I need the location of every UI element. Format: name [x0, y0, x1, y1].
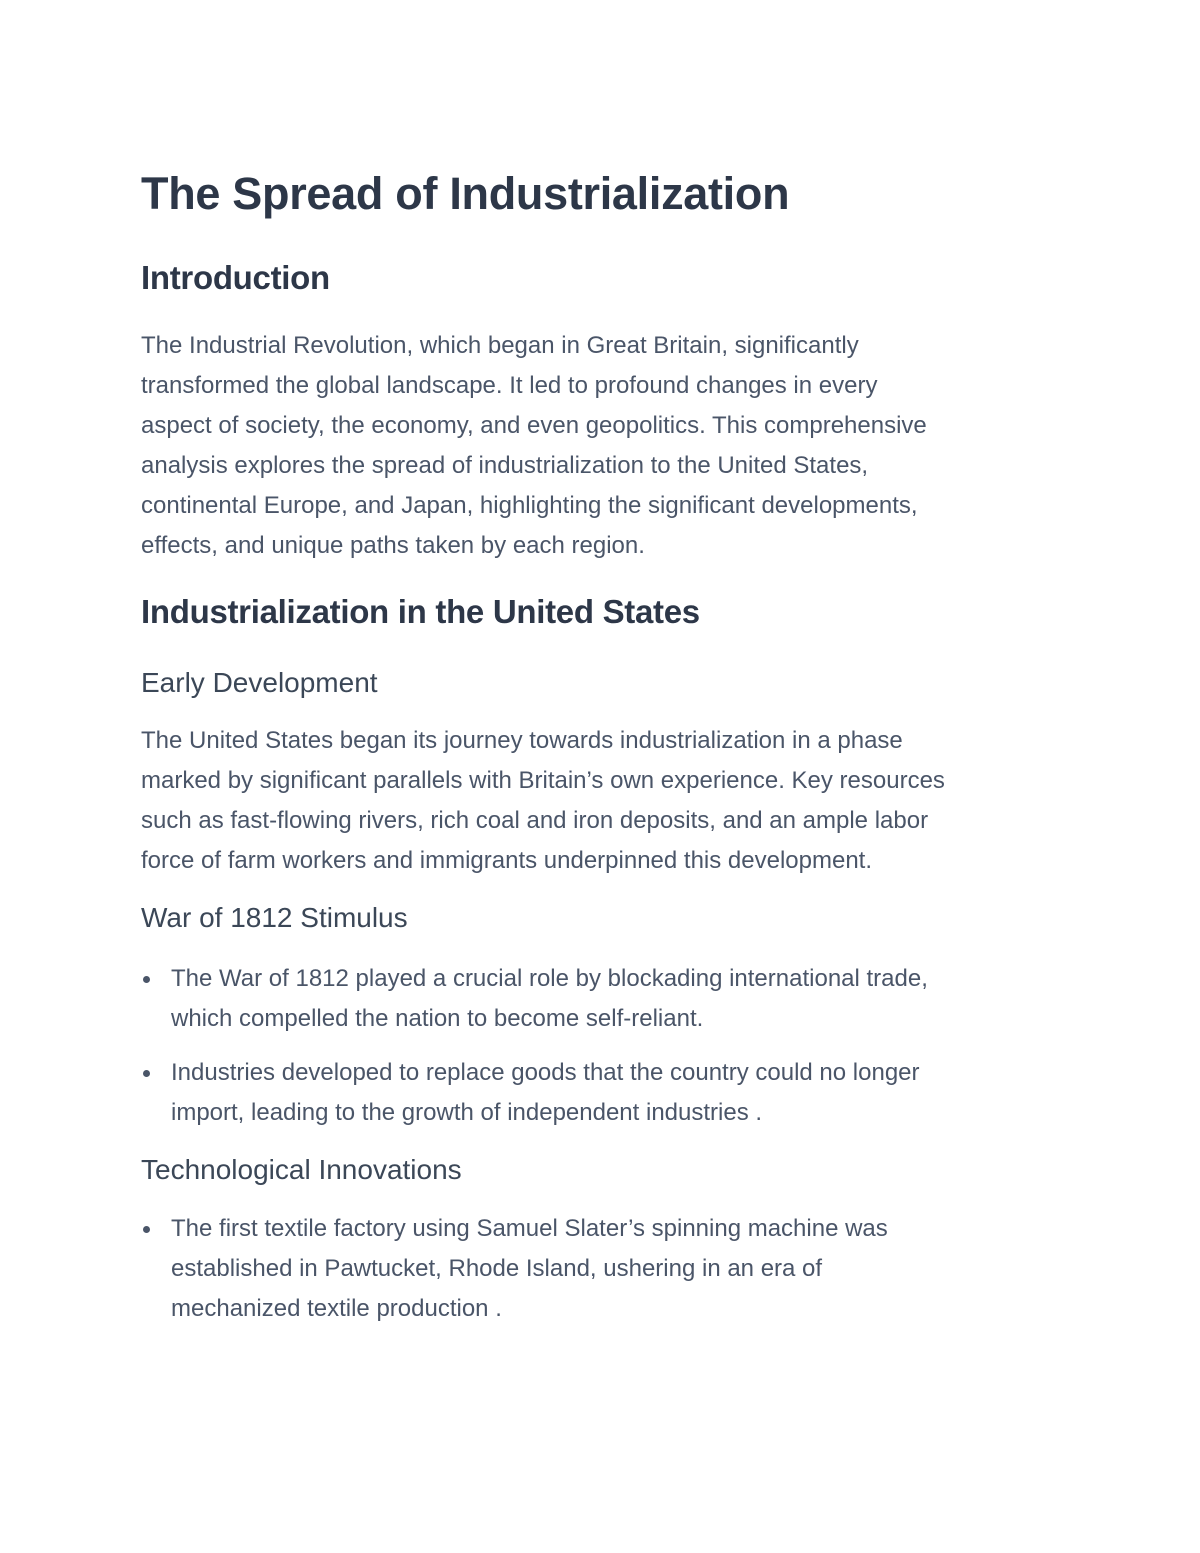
text-line: marked by significant parallels with Bri… [141, 767, 945, 794]
intro-paragraph: The Industrial Revolution, which began i… [141, 326, 927, 566]
bullet-icon [143, 1070, 150, 1077]
text-line: The War of 1812 played a crucial role by… [171, 965, 928, 992]
text-line: continental Europe, and Japan, highlight… [141, 492, 918, 519]
text-line: force of farm workers and immigrants und… [141, 847, 873, 874]
bullet-icon [143, 1226, 150, 1233]
list-item: The first textile factory using Samuel S… [141, 1209, 888, 1329]
text-line: import, leading to the growth of indepen… [171, 1099, 763, 1126]
text-line: established in Pawtucket, Rhode Island, … [171, 1255, 823, 1282]
text-line: which compelled the nation to become sel… [171, 1005, 704, 1032]
heading-early-development: Early Development [141, 667, 378, 698]
text-line: The Industrial Revolution, which began i… [141, 332, 859, 359]
text-line: aspect of society, the economy, and even… [141, 412, 927, 439]
heading-us: Industrialization in the United States [141, 593, 700, 630]
heading-introduction: Introduction [141, 259, 330, 296]
heading-war-of-1812: War of 1812 Stimulus [141, 902, 408, 933]
text-line: such as fast-flowing rivers, rich coal a… [141, 807, 929, 834]
list-item: The War of 1812 played a crucial role by… [141, 959, 928, 1039]
heading-technological-innovations: Technological Innovations [141, 1154, 462, 1185]
document-title: The Spread of Industrialization [141, 168, 790, 219]
text-line: The first textile factory using Samuel S… [171, 1215, 888, 1242]
text-line: Industries developed to replace goods th… [171, 1059, 920, 1086]
bullet-icon [143, 976, 150, 983]
early-development-paragraph: The United States began its journey towa… [141, 721, 945, 881]
text-line: effects, and unique paths taken by each … [141, 532, 645, 559]
text-line: analysis explores the spread of industri… [141, 452, 869, 479]
list-item: Industries developed to replace goods th… [141, 1053, 920, 1133]
text-line: The United States began its journey towa… [141, 727, 903, 754]
text-line: transformed the global landscape. It led… [141, 372, 878, 399]
text-line: mechanized textile production . [171, 1295, 502, 1322]
